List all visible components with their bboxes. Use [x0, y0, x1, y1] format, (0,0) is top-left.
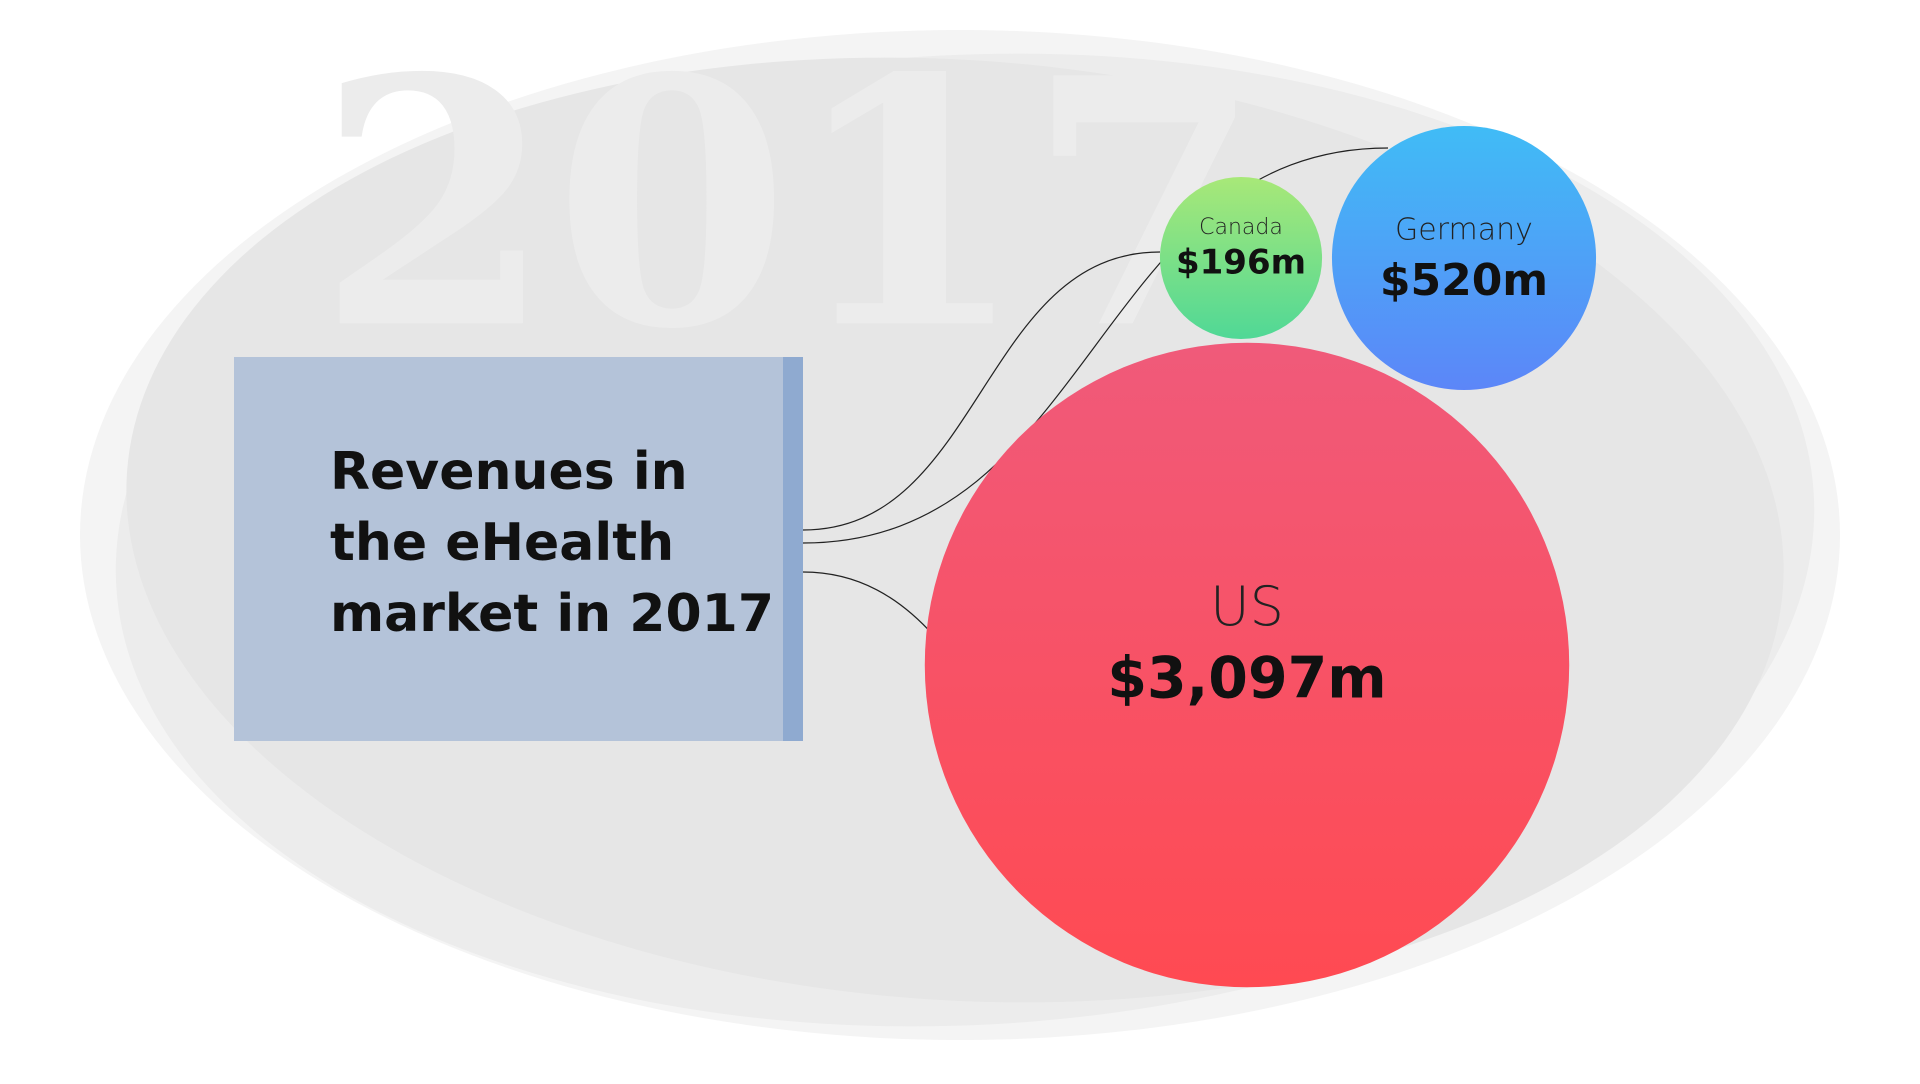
- connector: [802, 147, 1389, 544]
- chart-title: Revenues in the eHealth market in 2017: [330, 442, 774, 644]
- bubble-label: Canada: [1199, 215, 1283, 240]
- watermark: 2017: [317, 5, 1263, 404]
- value-label: $520m: [1380, 255, 1548, 306]
- title-box-strip: [783, 357, 803, 741]
- bubble-label: Germany: [1395, 213, 1533, 248]
- value-label: $196m: [1176, 243, 1306, 283]
- connector: [802, 251, 1161, 531]
- bubble: [1331, 125, 1597, 391]
- value-label: $3,097m: [1107, 646, 1386, 712]
- bubble: [924, 342, 1570, 988]
- title-box: [234, 357, 803, 741]
- bubble: [1159, 176, 1323, 340]
- bubble-label: US: [1210, 575, 1284, 638]
